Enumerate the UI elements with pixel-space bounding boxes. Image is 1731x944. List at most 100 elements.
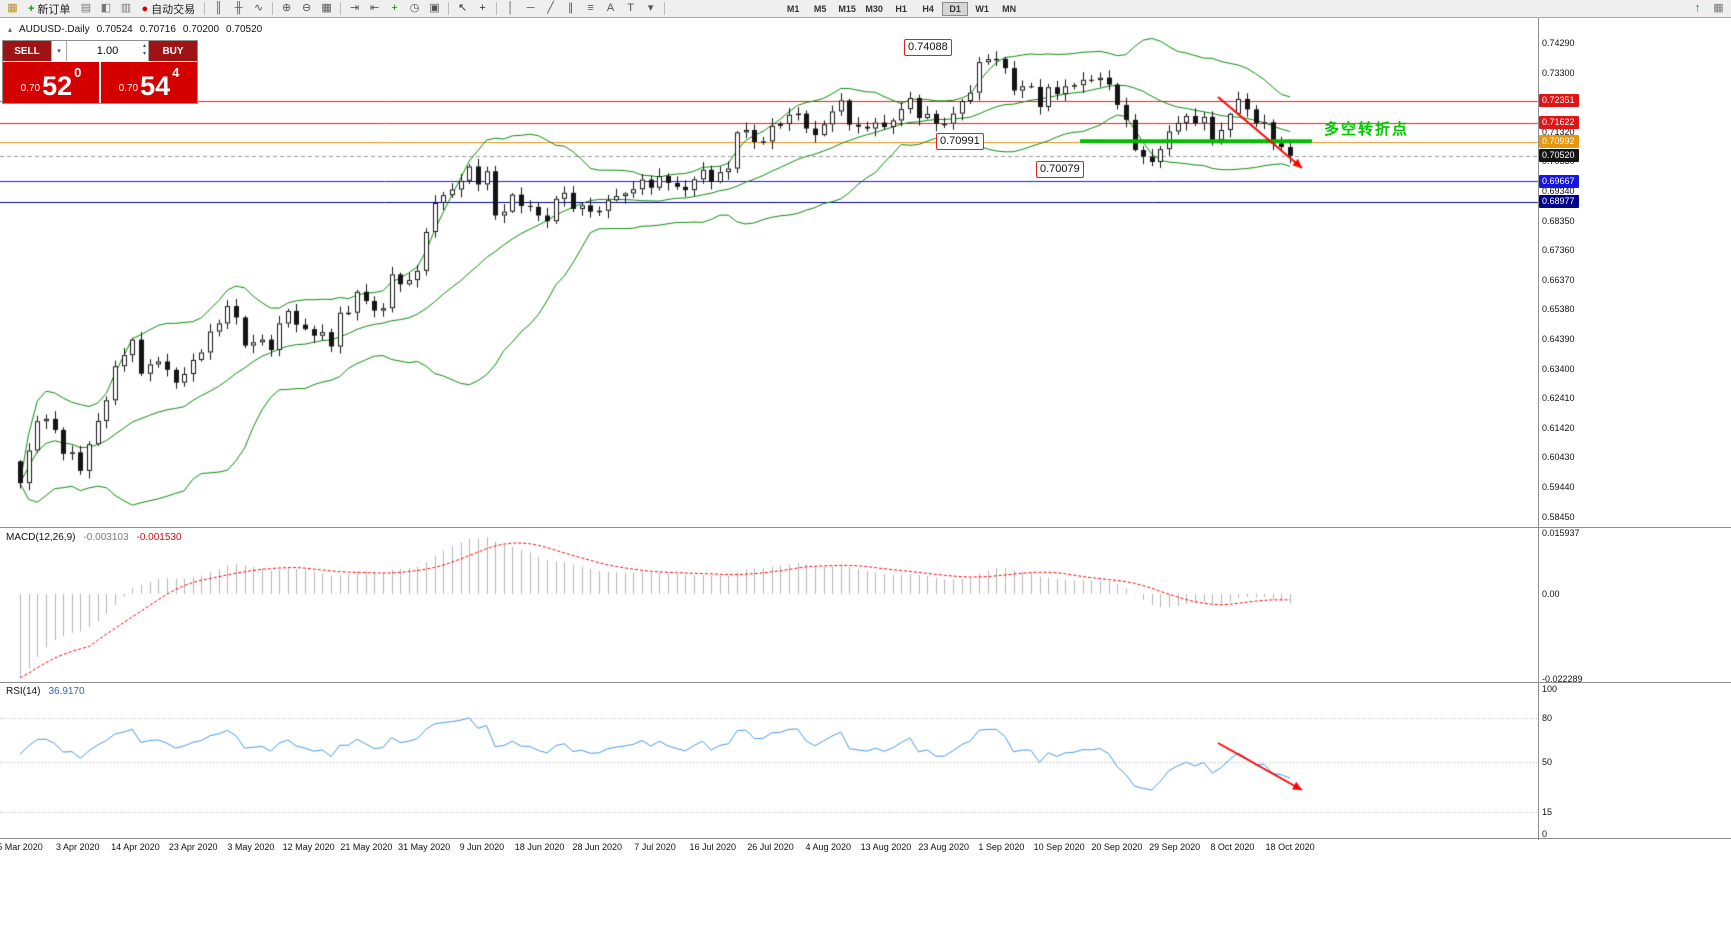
trade-widget-prices: 0.70 52 0 0.70 54 4 [3,61,197,103]
buy-price-point: 4 [172,65,180,80]
buy-price-int: 0.70 [118,83,139,94]
date-label: 1 Sep 2020 [978,842,1025,852]
auto-scroll-icon[interactable]: ⇥ [349,2,360,14]
timeframe-h4[interactable]: H4 [922,3,934,14]
ohlc-low: 0.70200 [182,24,220,35]
price-badge: 0.69667 [1539,174,1579,188]
price-scale-label: 0.62410 [1542,393,1575,404]
volume-input[interactable] [82,44,133,58]
price-annotation-low[interactable]: 0.70079 [1036,161,1084,178]
date-label: 23 Apr 2020 [168,842,218,852]
timeframe-m15[interactable]: M15 [838,3,856,14]
data-window-icon[interactable]: ◧ [100,2,112,14]
price-annotation-mid[interactable]: 0.70991 [936,133,984,150]
macd-scale-zero: 0.00 [1542,588,1560,599]
trendline-icon[interactable]: ╱ [547,2,554,14]
new-order-button-label: 新订单 [37,3,71,16]
date-label: 23 Aug 2020 [918,842,969,852]
timeframe-m30[interactable]: M30 [865,3,883,14]
order-type-dropdown[interactable]: ▾ [51,41,67,61]
sell-price-panel[interactable]: 0.70 52 0 [3,62,101,103]
channel-icon[interactable]: ∥ [567,2,574,14]
arrows-tool-icon[interactable]: ▾ [647,2,654,14]
date-label: 4 Aug 2020 [805,842,851,852]
new-chart-icon[interactable]: ▦ [7,2,18,14]
toolbar-right-group: ↑ ▦ [1688,1,1728,16]
timeframe-mn[interactable]: MN [1002,3,1017,14]
symbol-expander-icon[interactable]: ▴ [8,25,13,34]
date-label: 29 Sep 2020 [1149,842,1201,852]
rsi-value: 36.9170 [48,686,85,697]
macd-panel-separator[interactable] [0,527,1731,528]
toolbar-separator [272,2,274,15]
price-scale-label: 0.61420 [1542,422,1575,433]
rsi-panel-separator[interactable] [0,682,1731,683]
grid-icon[interactable]: ▦ [1713,2,1724,14]
date-label: 16 Jul 2020 [689,842,737,852]
text-label-icon[interactable]: T [627,2,634,14]
new-order-button[interactable]: + 新订单 [23,1,75,16]
timeframe-m5[interactable]: M5 [813,3,827,14]
text-icon[interactable]: A [606,2,615,14]
macd-label: MACD(12,26,9) -0.003103 -0.001530 [6,532,182,543]
volume-decrease-button[interactable]: ▾ [142,51,146,57]
cursor-icon[interactable]: ↖ [457,2,468,14]
timeframe-d1[interactable]: D1 [942,1,969,16]
price-axis-separator [1538,18,1539,840]
price-scale-label: 0.63400 [1542,363,1575,374]
vertical-line-icon[interactable]: │ [507,2,515,14]
toolbar-separator [496,2,498,15]
profiles-icon[interactable]: ▤ [80,2,92,14]
price-annotation-peak[interactable]: 0.74088 [904,39,952,56]
price-scale-label: 0.68350 [1542,215,1575,226]
symbol-name: AUDUSD-.Daily [19,24,90,35]
zoom-in-icon[interactable]: ⊕ [281,2,292,14]
indicators-add-icon[interactable]: + [391,2,398,14]
fibonacci-icon[interactable]: ≡ [587,2,594,14]
sell-price-int: 0.70 [20,83,41,94]
ohlc-high: 0.70716 [139,24,176,35]
sell-button[interactable]: SELL [3,41,51,61]
rsi-scale-label: 15 [1542,807,1553,818]
date-label: 3 May 2020 [227,842,275,852]
macd-main-value: -0.003103 [83,532,129,543]
rsi-scale-label: 0 [1542,829,1548,839]
price-scale-label: 0.58450 [1542,511,1575,522]
bar-chart-icon[interactable]: ║ [214,2,223,14]
volume-increase-button[interactable]: ▴ [142,43,146,49]
timeframe-w1[interactable]: W1 [975,3,989,14]
price-scale-label: 0.60430 [1542,452,1575,463]
price-scale-label: 0.74290 [1542,38,1575,48]
macd-scale-top: 0.015937 [1542,528,1580,538]
zoom-out-icon[interactable]: ⊖ [301,2,312,14]
navigator-icon[interactable]: ▥ [120,2,132,14]
timeframe-m1[interactable]: M1 [786,3,800,14]
chart-shift-icon[interactable]: ⇤ [369,2,380,14]
toolbar-separator [664,2,666,15]
candlestick-chart-icon[interactable]: ╫ [234,2,243,14]
tile-windows-icon[interactable]: ▦ [321,2,332,14]
date-label: 5 Mar 2020 [0,842,43,852]
price-scale-label: 0.65380 [1542,304,1575,315]
horizontal-line-icon[interactable]: ─ [526,2,535,14]
chart-ohlc-header: ▴ AUDUSD-.Daily 0.70524 0.70716 0.70200 … [8,24,262,35]
price-badge: 0.71622 [1539,116,1579,130]
crosshair-icon[interactable]: + [479,2,486,14]
buy-button[interactable]: BUY [149,41,197,61]
buy-price-panel[interactable]: 0.70 54 4 [101,62,197,103]
autotrading-button[interactable]: ● 自动交易 [136,1,200,16]
up-arrow-icon[interactable]: ↑ [1694,2,1701,14]
line-chart-icon[interactable]: ∿ [253,2,264,14]
date-label: 31 May 2020 [398,842,451,852]
volume-spinner: ▴ ▾ [143,42,146,58]
rsi-label: RSI(14) 36.9170 [6,686,85,697]
sell-price-pips: 52 [42,71,73,102]
chart-window: ▴ AUDUSD-.Daily 0.70524 0.70716 0.70200 … [0,18,1731,944]
templates-icon[interactable]: ▣ [429,2,440,14]
price-scale-label: 0.67360 [1542,245,1575,256]
timeframe-h1[interactable]: H1 [895,3,907,14]
periods-icon[interactable]: ◷ [409,2,420,14]
main-toolbar: ▦ + 新订单 ▤ ◧ ▥ ● 自动交易 ║ ╫ ∿ ⊕ ⊖ ▦ ⇥ ⇤ + ◷ ▣ ↖ + │ ─ ╱ ∥ ≡ A T ▾ M1 M5 M1… [0,0,1731,18]
chart-canvas[interactable] [0,18,1731,944]
autotrading-icon: ● [141,2,149,15]
